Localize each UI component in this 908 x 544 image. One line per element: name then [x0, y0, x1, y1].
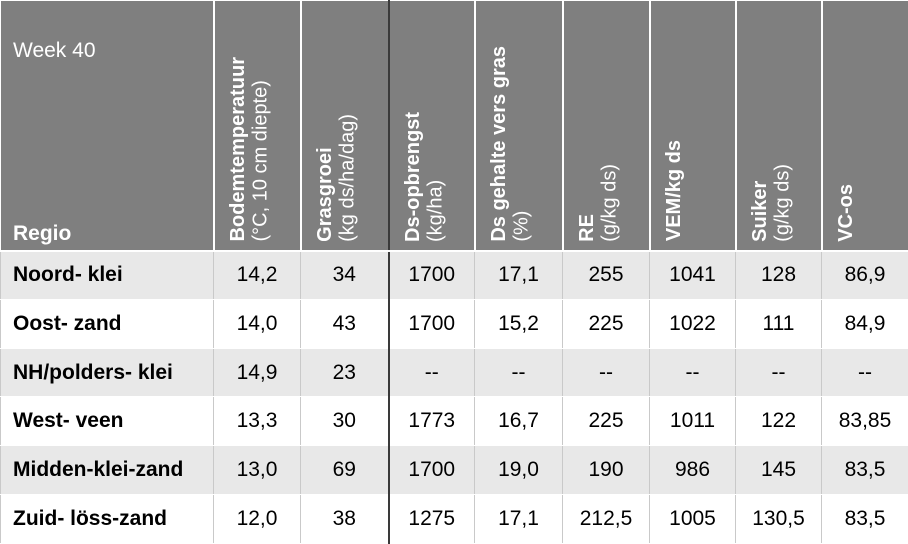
re-cell: --: [562, 347, 650, 398]
column-header-ds-gehalte: Ds gehalte vers gras (%): [474, 0, 564, 252]
re-cell: 212,5: [562, 494, 650, 544]
grasgroei-cell: 23: [300, 347, 390, 398]
bodemtemperatuur-cell: 14,2: [213, 250, 301, 300]
ds-opbrengst-cell: 1700: [388, 445, 475, 496]
suiker-cell: 122: [735, 396, 822, 447]
ds-opbrengst-cell: 1700: [388, 250, 475, 300]
region-column-label: Regio: [13, 221, 72, 245]
column-header-vem: VEM/kg ds: [649, 0, 737, 252]
grasgroei-cell: 38: [300, 494, 390, 544]
column-header-vc-os: VC-os: [821, 0, 908, 252]
vc-os-cell: --: [821, 347, 908, 398]
vc-os-cell: 83,85: [821, 396, 908, 447]
bodemtemperatuur-cell: 14,0: [213, 298, 301, 349]
suiker-cell: 130,5: [735, 494, 822, 544]
table-row: Midden-klei-zand 13,0 69 1700 19,0 190 9…: [0, 445, 908, 496]
region-cell: Noord- klei: [0, 250, 214, 300]
ds-gehalte-cell: 15,2: [474, 298, 563, 349]
vem-cell: 1005: [649, 494, 736, 544]
column-header-grasgroei: Grasgroei (kg ds/ha/dag): [300, 0, 390, 252]
table-row: West- veen 13,3 30 1773 16,7 225 1011 12…: [0, 396, 908, 447]
bodemtemperatuur-cell: 12,0: [213, 494, 301, 544]
vem-cell: 1022: [649, 298, 736, 349]
column-header-unit: (%): [509, 210, 532, 242]
vem-cell: --: [649, 347, 736, 398]
column-header-title: Ds gehalte vers gras: [487, 45, 510, 242]
grasgroei-cell: 30: [300, 396, 390, 447]
vc-os-cell: 83,5: [821, 494, 908, 544]
grasgroei-cell: 34: [300, 250, 390, 300]
suiker-cell: --: [735, 347, 822, 398]
ds-gehalte-cell: 17,1: [474, 250, 563, 300]
bodemtemperatuur-cell: 13,0: [213, 445, 301, 496]
re-cell: 225: [562, 396, 650, 447]
column-header-bodemtemperatuur: Bodemtemperatuur (°C, 10 cm diepte): [213, 0, 302, 252]
ds-opbrengst-cell: 1773: [388, 396, 475, 447]
column-header-unit: (g/kg ds): [597, 163, 620, 242]
column-header-title: Bodemtemperatuur: [226, 57, 249, 242]
header-corner-cell: Week 40 Regio: [0, 0, 215, 252]
region-cell: West- veen: [0, 396, 214, 447]
bodemtemperatuur-cell: 13,3: [213, 396, 301, 447]
suiker-cell: 111: [735, 298, 822, 349]
column-header-re: RE (g/kg ds): [562, 0, 651, 252]
column-header-ds-opbrengst: Ds-opbrengst (kg/ha): [388, 0, 476, 252]
region-cell: Oost- zand: [0, 298, 214, 349]
table-row: NH/polders- klei 14,9 23 -- -- -- -- -- …: [0, 347, 908, 398]
re-cell: 255: [562, 250, 650, 300]
region-cell: Zuid- löss-zand: [0, 494, 214, 544]
region-cell: NH/polders- klei: [0, 347, 214, 398]
ds-gehalte-cell: 19,0: [474, 445, 563, 496]
table-row: Zuid- löss-zand 12,0 38 1275 17,1 212,5 …: [0, 494, 908, 544]
bodemtemperatuur-cell: 14,9: [213, 347, 301, 398]
column-header-title: VEM/kg ds: [662, 140, 685, 242]
column-header-title: Ds-opbrengst: [401, 111, 424, 242]
region-cell: Midden-klei-zand: [0, 445, 214, 496]
vc-os-cell: 84,9: [821, 298, 908, 349]
table-body: Noord- klei 14,2 34 1700 17,1 255 1041 1…: [0, 250, 908, 544]
column-header-unit: (kg ds/ha/dag): [335, 113, 358, 242]
column-header-title: VC-os: [834, 183, 857, 242]
column-header-unit: (g/kg ds): [770, 163, 793, 242]
ds-opbrengst-cell: 1700: [388, 298, 475, 349]
ds-gehalte-cell: 16,7: [474, 396, 563, 447]
ds-opbrengst-cell: 1275: [388, 494, 475, 544]
vem-cell: 1011: [649, 396, 736, 447]
ds-gehalte-cell: --: [474, 347, 563, 398]
vem-cell: 986: [649, 445, 736, 496]
ds-gehalte-cell: 17,1: [474, 494, 563, 544]
suiker-cell: 145: [735, 445, 822, 496]
column-header-title: Grasgroei: [313, 147, 336, 242]
vem-cell: 1041: [649, 250, 736, 300]
ds-opbrengst-cell: --: [388, 347, 475, 398]
suiker-cell: 128: [735, 250, 822, 300]
column-header-title: RE: [575, 213, 598, 242]
column-header-unit: (kg/ha): [423, 179, 446, 242]
table-row: Noord- klei 14,2 34 1700 17,1 255 1041 1…: [0, 250, 908, 300]
grasgroei-cell: 69: [300, 445, 390, 496]
grasgroei-cell: 43: [300, 298, 390, 349]
column-header-suiker: Suiker (g/kg ds): [735, 0, 823, 252]
re-cell: 225: [562, 298, 650, 349]
week-label: Week 40: [13, 39, 96, 62]
header-row: Week 40 Regio Bodemtemperatuur (°C, 10 cm…: [0, 0, 908, 252]
table-row: Oost- zand 14,0 43 1700 15,2 225 1022 11…: [0, 298, 908, 349]
column-header-title: Suiker: [748, 180, 771, 242]
re-cell: 190: [562, 445, 650, 496]
column-header-unit: (°C, 10 cm diepte): [248, 80, 271, 242]
vc-os-cell: 86,9: [821, 250, 908, 300]
vc-os-cell: 83,5: [821, 445, 908, 496]
table-header: Week 40 Regio Bodemtemperatuur (°C, 10 cm…: [0, 0, 908, 252]
